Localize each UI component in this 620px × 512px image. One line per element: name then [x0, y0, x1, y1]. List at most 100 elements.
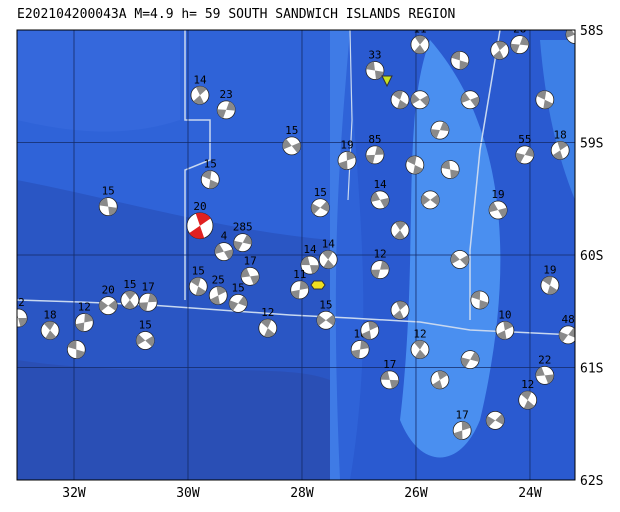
focal-mechanism: 23: [216, 88, 236, 120]
focal-mechanism: [460, 350, 480, 370]
depth-label: 55: [518, 133, 531, 146]
beachball-quadrant: [493, 41, 507, 60]
beachball-quadrant: [351, 340, 369, 359]
focal-mechanism: 20: [186, 200, 214, 240]
focal-mechanism: 19: [337, 139, 357, 170]
beachball-quadrant: [43, 321, 57, 340]
focal-mechanism: 15: [188, 265, 208, 296]
beachball-quadrant: [301, 256, 319, 274]
beachball-quadrant: [124, 291, 136, 309]
depth-label: 18: [43, 308, 56, 321]
beachball-quadrant: [406, 156, 423, 174]
beachball-quadrant: [282, 138, 301, 153]
beachball-quadrant: [99, 300, 118, 312]
beachball-quadrant: [510, 36, 529, 53]
focal-mechanism: [485, 410, 505, 430]
focal-mechanism: [390, 220, 410, 240]
depth-label: 14: [373, 178, 387, 191]
focal-mechanism: 12: [370, 248, 390, 280]
focal-mechanism: 20: [98, 284, 118, 316]
depth-label: 15: [285, 124, 298, 137]
beachball-quadrant: [260, 319, 275, 338]
depth-label: 17: [456, 409, 469, 422]
beachball-quadrant: [552, 141, 568, 160]
depth-label: 20: [102, 284, 115, 297]
x-tick-label: 26W: [404, 486, 428, 501]
focal-mechanism: 19: [488, 188, 508, 220]
focal-mechanism: 14: [190, 73, 210, 105]
beachball-quadrant: [421, 194, 440, 206]
focal-mechanism: [405, 155, 425, 175]
station-hexagon: [310, 280, 326, 290]
depth-label: 14: [303, 243, 317, 256]
beachball-quadrant: [451, 51, 469, 70]
beachball-quadrant: [233, 234, 252, 251]
focal-mechanism: 48: [558, 313, 575, 345]
depth-label: 17: [243, 254, 256, 267]
beachball-quadrant: [17, 313, 28, 327]
focal-mechanism: 15: [282, 124, 302, 156]
depth-label: 10: [498, 308, 511, 321]
map-frame: [16, 29, 576, 481]
y-tick-label: 59S: [580, 137, 603, 152]
beachball-quadrant: [461, 92, 480, 107]
focal-mechanism: 15: [200, 158, 220, 190]
beachball-quadrant: [371, 192, 390, 208]
beachball-quadrant: [461, 351, 480, 368]
beachball-quadrant: [322, 250, 335, 269]
focal-mechanism: 14: [300, 243, 320, 275]
focal-mechanism: 14: [370, 178, 390, 210]
depth-label: 48: [562, 313, 575, 326]
beachball-quadrant: [241, 268, 260, 285]
beachball-quadrant: [559, 327, 575, 343]
beachball-quadrant: [99, 197, 118, 216]
focal-mechanism: [430, 120, 450, 140]
depth-label: 11: [413, 23, 426, 36]
depth-label: 15: [102, 185, 115, 198]
y-tick-label: 61S: [580, 362, 603, 377]
events: 12 18 12 20 15 15 17 15 14 23 15 15 20 285 4 15 25 15 17 12…: [12, 23, 575, 440]
tick-labels: 32W 30W 28W 26W 24W 58S 59S 60S 61S 62S: [62, 24, 603, 501]
beachball-quadrant: [193, 86, 207, 105]
depth-label: 15: [319, 298, 332, 311]
beachball-quadrant: [542, 276, 558, 295]
depth-label: 25: [212, 274, 225, 287]
depth-label: 18: [554, 128, 567, 141]
x-tick-label: 28W: [290, 486, 314, 501]
focal-mechanism: 15: [316, 298, 336, 330]
depth-label: 85: [368, 133, 381, 146]
depth-label: 17: [383, 358, 396, 371]
depth-label: 12: [78, 301, 91, 314]
focal-mechanism: 18: [40, 308, 60, 340]
beachball-quadrant: [496, 321, 513, 340]
beachball-quadrant: [229, 296, 248, 311]
focal-mechanism: [490, 40, 510, 60]
beachball-quadrant: [441, 160, 459, 179]
focal-mechanism: 17: [240, 254, 260, 286]
beachball-quadrant: [214, 243, 233, 260]
depth-label: 12: [12, 296, 25, 309]
beachball-quadrant: [471, 290, 489, 310]
x-tick-label: 24W: [518, 486, 542, 501]
focal-mechanism: 18: [550, 128, 570, 160]
focal-mechanism: [440, 160, 460, 179]
focal-mechanism: [430, 370, 450, 390]
focal-mechanism: 17: [452, 409, 472, 440]
focal-mechanism: 85: [365, 133, 385, 165]
title: E202104200043A M=4.9 h= 59 SOUTH SANDWIC…: [17, 7, 455, 22]
depth-label: 14: [322, 238, 336, 251]
beachball-quadrant: [136, 334, 155, 347]
depth-label: 12: [521, 378, 534, 391]
depth-label: 19: [491, 188, 504, 201]
beachball-quadrant: [316, 314, 335, 326]
depth-label: 12: [413, 328, 426, 341]
depth-label: 15: [192, 265, 205, 278]
beachball-quadrant: [432, 370, 448, 389]
beachball-quadrant: [311, 201, 330, 215]
depth-label: 20: [193, 200, 206, 213]
beachball-quadrant: [67, 340, 85, 359]
focal-mechanism: [390, 300, 410, 320]
focal-mechanism: 12: [12, 296, 28, 328]
focal-mechanism: [470, 290, 490, 310]
focal-mechanism: 28: [510, 30, 530, 55]
